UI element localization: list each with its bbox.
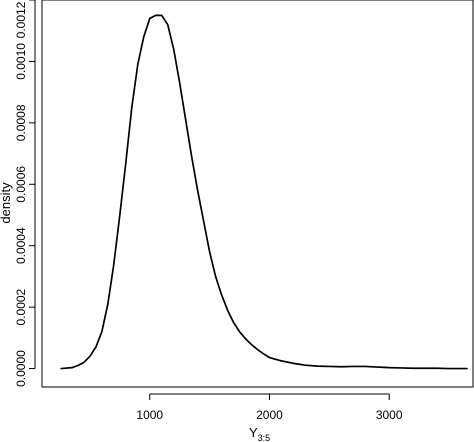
x-axis-label-main: Y — [249, 425, 258, 440]
x-axis: 1000 2000 3000 — [136, 393, 403, 422]
y-axis: 0.0000 0.0002 0.0004 0.0006 0.0008 0.0010 0.00… — [14, 0, 36, 387]
y-tick-label: 0.0006 — [14, 166, 28, 203]
y-tick-label: 0.0000 — [14, 350, 28, 387]
plot-frame — [41, 0, 474, 388]
x-axis-label: Y3:5 — [249, 425, 270, 442]
y-tick-label: 0.0002 — [14, 288, 28, 325]
x-tick-label: 1000 — [136, 408, 163, 422]
y-tick-label: 0.0004 — [14, 227, 28, 264]
y-axis-label: density — [0, 182, 13, 224]
y-tick-label: 0.0008 — [14, 104, 28, 141]
y-tick-label: 0.0012 — [14, 1, 28, 38]
y-tick-label: 0.0010 — [14, 43, 28, 80]
density-curve — [60, 14, 468, 370]
x-axis-label-subscript: 3:5 — [258, 433, 271, 442]
x-tick-label: 2000 — [256, 408, 283, 422]
x-tick-label: 3000 — [376, 408, 403, 422]
